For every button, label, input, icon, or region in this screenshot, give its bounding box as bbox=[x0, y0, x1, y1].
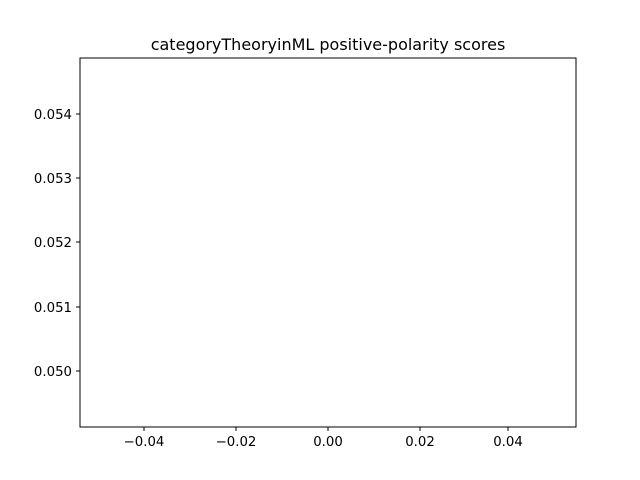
chart-title: categoryTheoryinML positive-polarity sco… bbox=[151, 35, 506, 54]
plot-area-frame bbox=[79, 57, 577, 428]
x-tick-label: 0.02 bbox=[405, 435, 435, 450]
x-axis: −0.04 −0.02 0.00 0.02 0.04 bbox=[124, 427, 523, 450]
x-tick: 0.00 bbox=[313, 427, 343, 450]
y-tick: 0.052 bbox=[34, 236, 80, 251]
y-tick: 0.051 bbox=[34, 301, 80, 316]
y-tick-label: 0.052 bbox=[34, 236, 72, 251]
x-tick-label: −0.04 bbox=[124, 435, 165, 450]
y-tick: 0.050 bbox=[34, 365, 80, 380]
x-tick: −0.04 bbox=[124, 427, 165, 450]
y-tick-label: 0.050 bbox=[34, 365, 72, 380]
y-tick-label: 0.051 bbox=[34, 301, 72, 316]
x-tick: 0.04 bbox=[493, 427, 523, 450]
x-tick-label: 0.04 bbox=[493, 435, 523, 450]
y-tick-label: 0.054 bbox=[34, 108, 72, 123]
y-axis: 0.050 0.051 0.052 0.053 0.054 bbox=[34, 108, 80, 380]
x-tick-label: −0.02 bbox=[216, 435, 257, 450]
y-tick: 0.054 bbox=[34, 108, 80, 123]
y-tick-label: 0.053 bbox=[34, 172, 72, 187]
x-tick-label: 0.00 bbox=[313, 435, 343, 450]
x-tick: 0.02 bbox=[405, 427, 435, 450]
x-tick: −0.02 bbox=[216, 427, 257, 450]
y-tick: 0.053 bbox=[34, 172, 80, 187]
